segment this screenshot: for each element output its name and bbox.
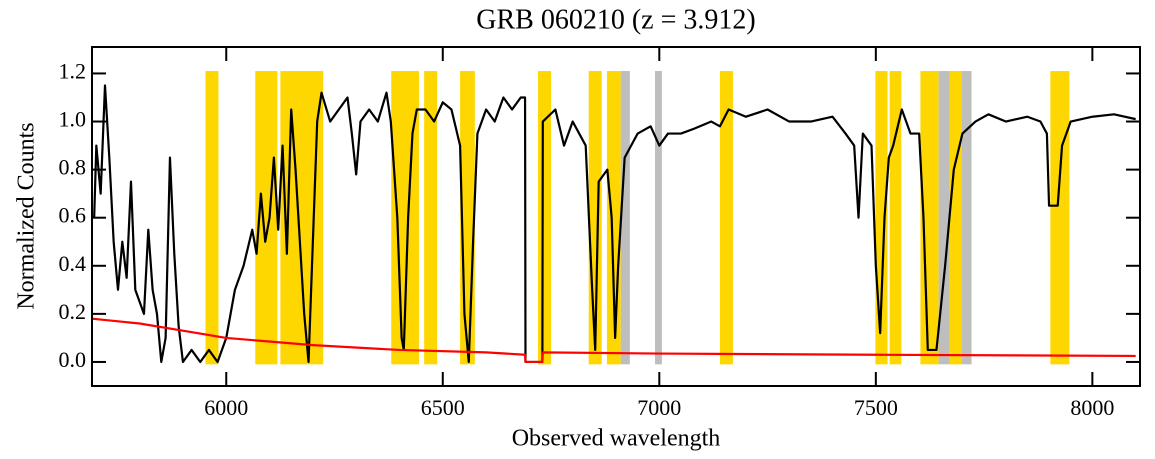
y-tick-label: 0.2 xyxy=(59,299,87,324)
shaded-band xyxy=(654,71,662,365)
y-tick-label: 0.0 xyxy=(59,347,87,372)
shaded-band xyxy=(280,71,324,365)
shaded-band xyxy=(424,71,438,365)
shaded-band xyxy=(205,71,219,365)
shaded-band xyxy=(961,71,972,365)
y-tick-label: 0.4 xyxy=(59,251,87,276)
x-axis-label: Observed wavelength xyxy=(512,426,721,452)
shaded-band xyxy=(255,71,278,365)
shaded-band xyxy=(938,71,950,365)
shaded-band xyxy=(949,71,962,365)
spectrum-line xyxy=(92,317,1136,364)
shaded-band xyxy=(889,71,902,365)
x-tick-label: 7500 xyxy=(854,395,898,420)
x-tick-label: 7000 xyxy=(637,395,681,420)
y-tick-label: 0.6 xyxy=(59,203,87,228)
chart-title: GRB 060210 (z = 3.912) xyxy=(476,4,755,35)
x-tick-label: 6000 xyxy=(204,395,248,420)
x-tick-label: 6500 xyxy=(421,395,465,420)
plot-frame xyxy=(91,46,1141,387)
spectrum-line xyxy=(93,84,1136,364)
shaded-band xyxy=(1050,71,1070,365)
y-tick-label: 0.8 xyxy=(59,155,87,180)
y-axis-label: Normalized Counts xyxy=(14,122,40,309)
shaded-band xyxy=(538,71,552,365)
shaded-band xyxy=(719,71,733,365)
y-tick-label: 1.0 xyxy=(59,107,87,132)
shaded-band xyxy=(620,71,630,365)
y-tick-label: 1.2 xyxy=(59,58,87,83)
x-tick-label: 8000 xyxy=(1070,395,1114,420)
